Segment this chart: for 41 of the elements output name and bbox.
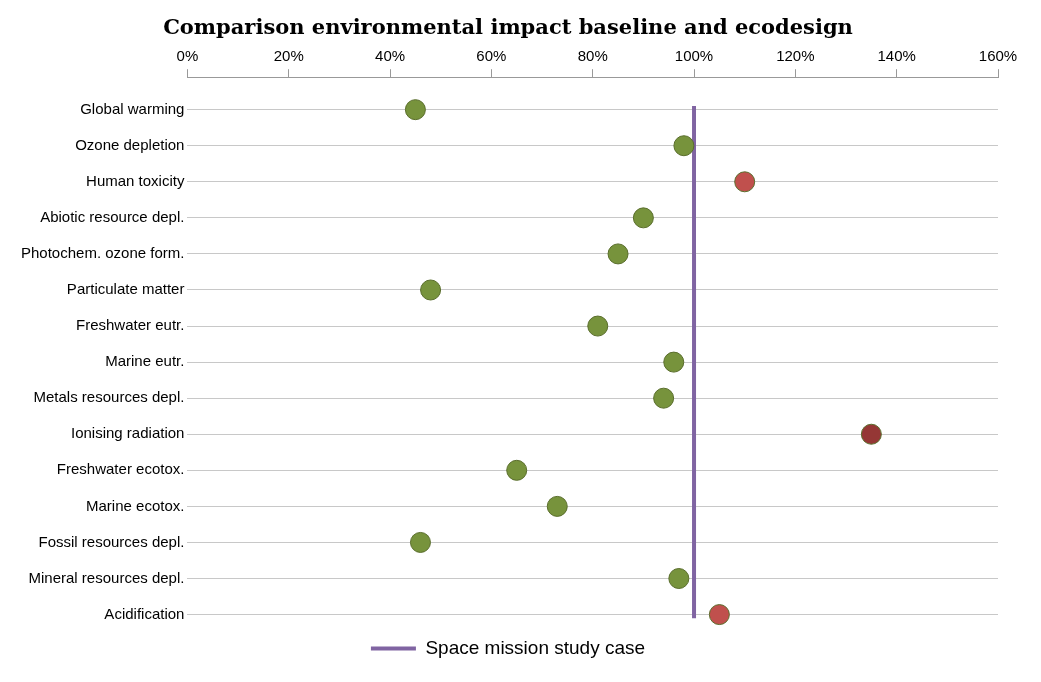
point [632,207,654,229]
y-tick-label: Marine ecotox. [86,496,185,514]
x-tick-label: 100% [674,47,714,65]
legend-label: Space mission study case [425,636,646,658]
x-tick-label: 160% [978,47,1018,65]
point [420,279,442,301]
chart-title: Comparison environmental impact baseline and ecodesign [163,14,853,40]
y-tick-label: Human toxicity [86,171,185,189]
point [673,135,695,157]
x-tick-label: 20% [273,47,304,65]
point [708,604,730,626]
point [668,568,690,590]
y-tick-label: Particulate matter [66,280,185,298]
y-tick-label: Mineral resources depl. [28,568,185,586]
y-tick-label: Freshwater eutr. [76,316,185,334]
point [409,531,431,553]
y-tick-label: Global warming [80,99,185,117]
y-tick-label: Ozone depletion [75,135,185,153]
point [546,495,568,517]
y-tick-label: Ionising radiation [71,424,185,442]
point [404,99,426,121]
point [607,243,629,265]
point [506,459,528,481]
x-tick-label: 140% [877,47,916,65]
y-tick-label: Abiotic resource depl. [40,208,185,225]
y-tick-label: Acidification [104,604,185,622]
point [860,423,882,445]
x-tick-label: 120% [776,47,815,65]
y-tick-label: Metals resources depl. [33,388,185,406]
y-tick-label: Fossil resources depl. [38,532,185,550]
x-tick-label: 40% [375,47,406,65]
y-tick-label: Photochem. ozone form. [21,244,185,262]
point [653,387,675,409]
point [587,315,609,337]
y-tick-label: Freshwater ecotox. [56,460,185,478]
point [663,351,685,373]
x-tick-label: 0% [176,47,199,65]
x-tick-label: 60% [476,47,507,65]
x-tick-label: 80% [577,47,608,65]
point [734,171,756,193]
y-tick-label: Marine eutr. [105,352,185,370]
